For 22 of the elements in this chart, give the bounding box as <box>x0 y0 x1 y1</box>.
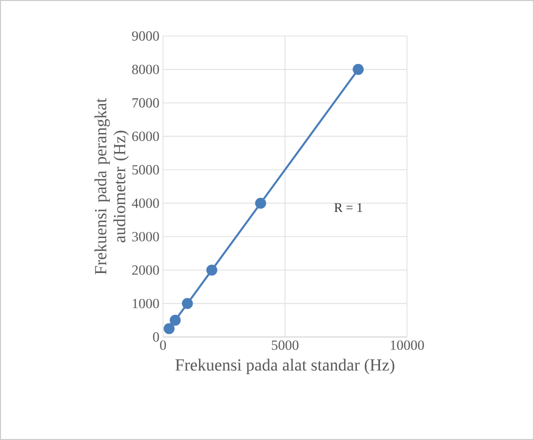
y-tick-label: 0 <box>153 332 159 342</box>
x-tick-label: 0 <box>160 340 166 350</box>
x-tick-label: 5000 <box>272 340 298 350</box>
x-tick-label: 10000 <box>390 340 424 350</box>
x-axis-title: Frekuensi pada alat standar (Hz) <box>175 358 394 374</box>
y-tick-label: 5000 <box>132 165 159 174</box>
annotation: R = 1 <box>334 203 362 212</box>
y-tick-label: 4000 <box>132 198 159 208</box>
point <box>170 314 181 326</box>
y-tick-label: 9000 <box>132 31 159 41</box>
y-tick-label: 7000 <box>132 98 159 108</box>
y-tick-label: 6000 <box>132 132 159 142</box>
y-tick-label: 8000 <box>132 64 159 74</box>
point <box>352 64 364 75</box>
y-tick-label: 3000 <box>132 232 159 242</box>
point <box>255 198 266 209</box>
y-axis-title: Frekuensi pada perangkat audiometer (Hz) <box>94 98 129 274</box>
point <box>182 298 193 310</box>
y-tick-label: 1000 <box>132 298 159 308</box>
y-tick-label: 2000 <box>132 265 159 275</box>
point <box>164 323 175 334</box>
point <box>206 264 218 276</box>
